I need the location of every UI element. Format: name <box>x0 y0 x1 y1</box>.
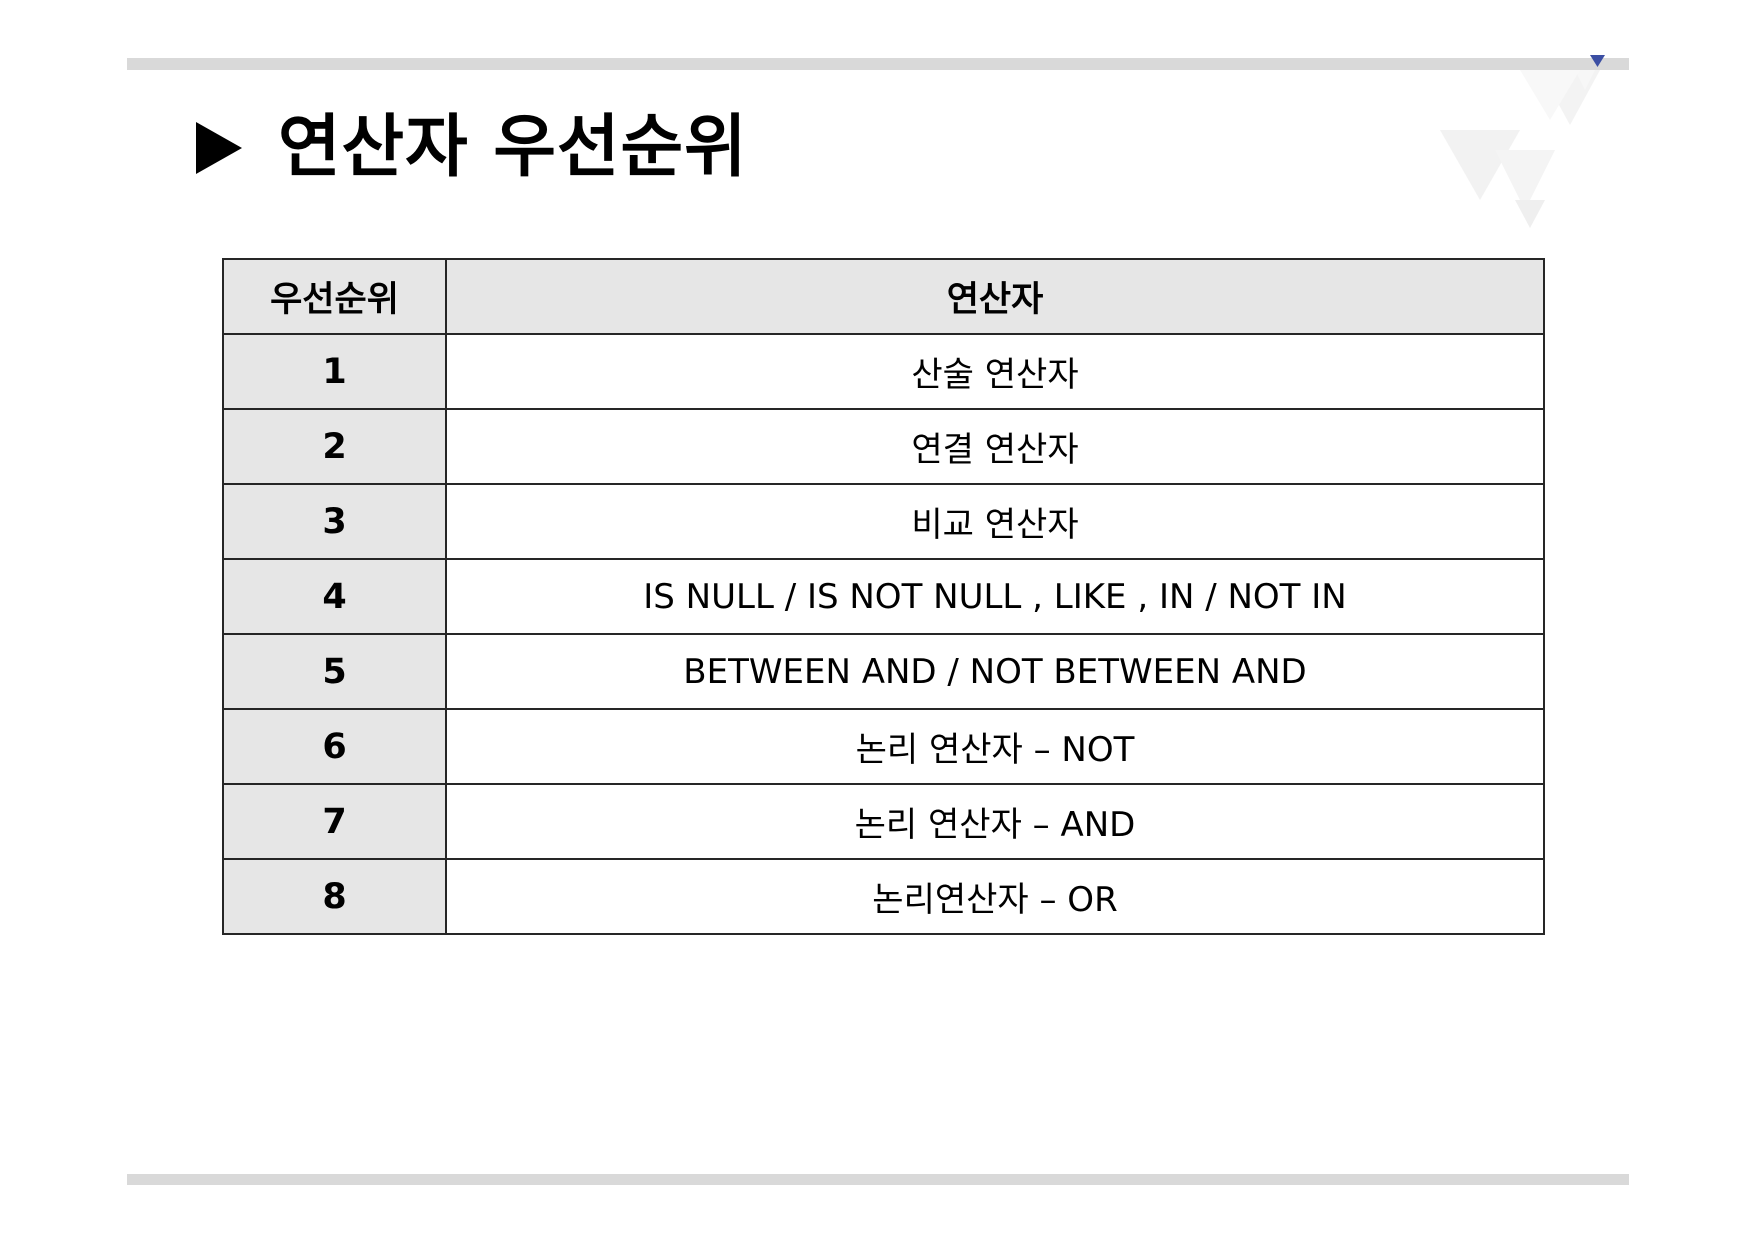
slide-title: 연산자 우선순위 <box>278 108 748 187</box>
rank-cell: 1 <box>222 333 447 410</box>
slide-title-row: 연산자 우선순위 <box>196 108 748 188</box>
rank-cell: 2 <box>222 408 447 485</box>
table-row: 4 IS NULL / IS NOT NULL , LIKE , IN / NO… <box>222 558 1545 635</box>
table-header-row: 우선순위 연산자 <box>222 258 1545 335</box>
operator-precedence-table: 우선순위 연산자 1 산술 연산자 2 연결 연산자 3 비교 연산자 4 IS… <box>222 258 1545 935</box>
table-row: 6 논리 연산자 – NOT <box>222 708 1545 785</box>
bottom-divider-bar <box>127 1174 1629 1185</box>
rank-cell: 5 <box>222 633 447 710</box>
operator-cell: BETWEEN AND / NOT BETWEEN AND <box>445 633 1545 710</box>
rank-cell: 3 <box>222 483 447 560</box>
table-row: 8 논리연산자 – OR <box>222 858 1545 935</box>
table-row: 7 논리 연산자 – AND <box>222 783 1545 860</box>
operator-cell: IS NULL / IS NOT NULL , LIKE , IN / NOT … <box>445 558 1545 635</box>
operator-cell: 논리연산자 – OR <box>445 858 1545 935</box>
table-row: 1 산술 연산자 <box>222 333 1545 410</box>
operator-cell: 비교 연산자 <box>445 483 1545 560</box>
rank-cell: 7 <box>222 783 447 860</box>
table-row: 3 비교 연산자 <box>222 483 1545 560</box>
top-divider-bar <box>127 58 1629 70</box>
rank-cell: 6 <box>222 708 447 785</box>
operator-cell: 논리 연산자 – NOT <box>445 708 1545 785</box>
operator-cell: 산술 연산자 <box>445 333 1545 410</box>
header-operator: 연산자 <box>445 258 1545 335</box>
decorative-triangles-logo <box>1440 55 1605 228</box>
table-row: 5 BETWEEN AND / NOT BETWEEN AND <box>222 633 1545 710</box>
operator-cell: 논리 연산자 – AND <box>445 783 1545 860</box>
rank-cell: 8 <box>222 858 447 935</box>
rank-cell: 4 <box>222 558 447 635</box>
triangle-right-icon <box>196 122 242 174</box>
table-row: 2 연결 연산자 <box>222 408 1545 485</box>
operator-cell: 연결 연산자 <box>445 408 1545 485</box>
header-rank: 우선순위 <box>222 258 447 335</box>
